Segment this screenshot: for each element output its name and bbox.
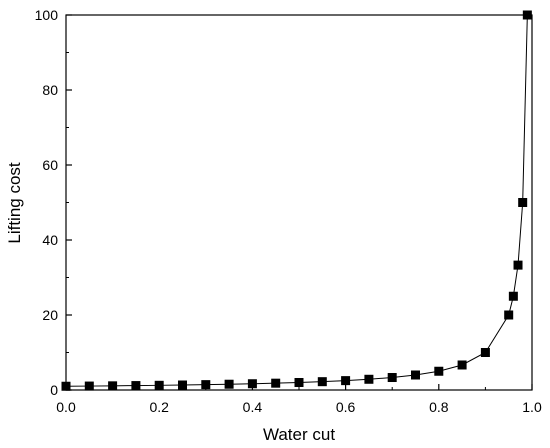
data-point-marker <box>271 378 281 388</box>
data-point-marker <box>294 378 304 387</box>
data-point-marker <box>522 10 532 20</box>
x-tick-label: 0.8 <box>429 399 449 415</box>
data-point-marker <box>61 381 71 391</box>
y-tick-label: 80 <box>42 82 58 98</box>
data-point-marker <box>434 366 444 376</box>
data-point-marker <box>504 310 514 320</box>
data-point-marker <box>201 380 211 390</box>
data-point-marker <box>131 381 141 391</box>
data-point-marker <box>247 379 257 389</box>
y-tick-label: 60 <box>42 157 58 173</box>
data-point-marker <box>341 376 351 386</box>
y-tick-label: 100 <box>35 7 59 23</box>
plot-border <box>65 14 533 391</box>
y-axis-title: Lifting cost <box>5 162 24 244</box>
x-tick-label: 1.0 <box>522 399 542 415</box>
data-point-marker <box>224 379 234 389</box>
x-tick-label: 0.0 <box>56 399 76 415</box>
data-point-marker <box>411 370 420 380</box>
x-axis-title: Water cut <box>263 425 335 444</box>
data-point-marker <box>364 374 374 384</box>
data-point-marker <box>84 381 94 391</box>
data-point-marker <box>513 260 523 270</box>
data-point-marker <box>387 373 397 383</box>
plot-area <box>65 14 533 391</box>
data-point-marker <box>154 380 164 390</box>
x-tick-label: 0.2 <box>149 399 169 415</box>
data-point-marker <box>508 291 518 301</box>
data-point-marker <box>518 198 528 207</box>
x-axis: 0.0 0.2 0.4 0.6 0.8 1.0 <box>56 384 542 415</box>
data-point-marker <box>480 348 490 357</box>
y-tick-label: 0 <box>50 382 58 398</box>
data-point-marker <box>317 377 327 387</box>
data-point-marker <box>178 380 187 390</box>
y-axis: 0 20 40 60 80 100 <box>35 7 72 398</box>
y-tick-label: 20 <box>42 307 58 323</box>
x-tick-label: 0.6 <box>336 399 356 415</box>
series-layer <box>61 10 532 391</box>
series-line <box>65 14 528 387</box>
data-point-marker <box>457 360 467 370</box>
y-tick-label: 40 <box>42 232 58 248</box>
data-point-marker <box>108 381 118 391</box>
x-tick-label: 0.4 <box>243 399 263 415</box>
